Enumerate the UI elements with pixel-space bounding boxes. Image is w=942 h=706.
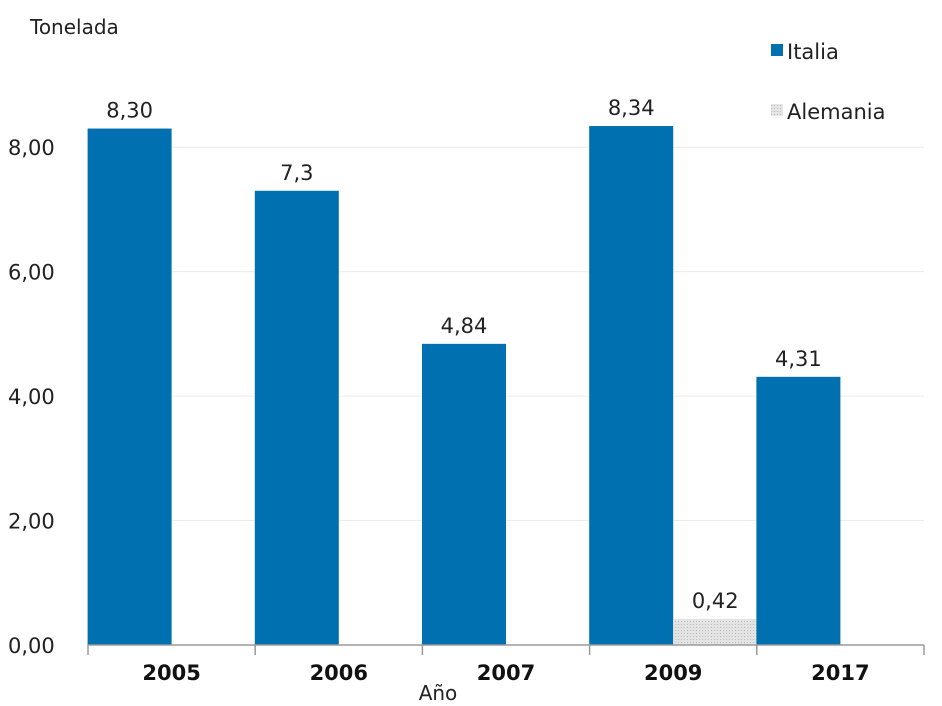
bar-value-label: 8,30	[106, 99, 153, 123]
x-axis-title: Año	[419, 681, 458, 705]
legend-label-italia: Italia	[787, 40, 839, 64]
legend-swatch-italia	[771, 44, 783, 56]
bar-value-labels: 8,30 7,3 4,84 8,34 0,42 4,31	[106, 96, 822, 613]
bar-italia-2005	[87, 128, 172, 646]
bar-italia-2007	[422, 343, 506, 645]
bars	[87, 126, 841, 646]
y-tick-label: 4,00	[8, 385, 55, 409]
bar-italia-2017	[756, 376, 841, 645]
x-axis-ticks: 2005 2006 2007 2009 2017	[87, 645, 925, 685]
bar-value-label: 4,31	[775, 347, 822, 371]
y-tick-label: 8,00	[8, 136, 55, 160]
y-axis-title: Tonelada	[29, 15, 119, 39]
bar-italia-2009	[589, 126, 674, 646]
x-tick-label: 2017	[811, 661, 869, 685]
y-tick-label: 6,00	[8, 261, 55, 285]
x-tick-label: 2007	[477, 661, 535, 685]
y-tick-label: 0,00	[8, 634, 55, 658]
x-tick-label: 2009	[644, 661, 702, 685]
legend-label-alemania: Alemania	[787, 100, 885, 124]
bar-alemania-2009	[673, 618, 758, 645]
bar-value-label: 0,42	[692, 589, 739, 613]
legend-swatch-alemania	[771, 104, 783, 116]
y-axis-ticks: 0,00 2,00 4,00 6,00 8,00	[8, 136, 55, 658]
bar-italia-2006	[254, 190, 339, 645]
legend: Italia Alemania	[771, 40, 885, 124]
y-tick-label: 2,00	[8, 510, 55, 534]
x-tick-label: 2006	[310, 661, 368, 685]
x-tick-label: 2005	[142, 661, 200, 685]
bar-value-label: 8,34	[608, 96, 655, 120]
bar-value-label: 4,84	[441, 314, 488, 338]
bar-value-label: 7,3	[280, 161, 313, 185]
